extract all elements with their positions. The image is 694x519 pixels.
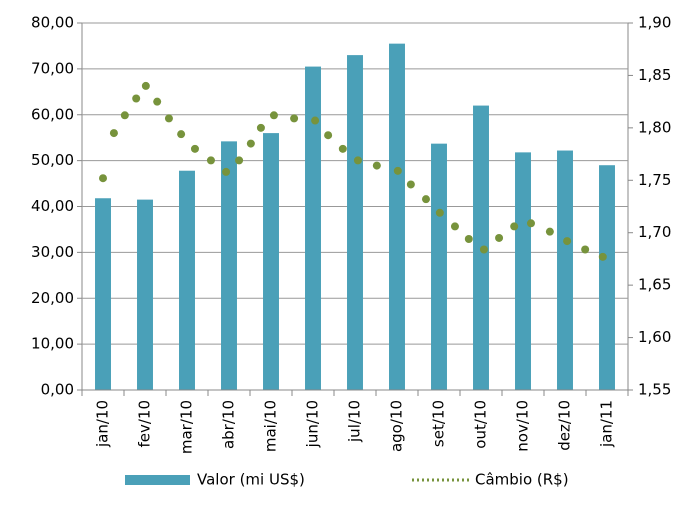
line-point [526, 219, 535, 228]
line-point [372, 161, 381, 170]
x-tick-label: set/10 [430, 400, 448, 447]
bar [389, 43, 405, 391]
y2-tick-label: 1,85 [638, 66, 671, 84]
x-tick-label: fev/10 [136, 400, 154, 448]
line-point [450, 222, 459, 231]
line-point [338, 144, 347, 153]
line-point [598, 252, 607, 261]
bar [179, 170, 195, 390]
legend-label: Valor (mi US$) [197, 471, 305, 489]
y2-tick-label: 1,65 [638, 276, 671, 294]
y2-tick-label: 1,60 [638, 328, 671, 346]
line-point [406, 180, 415, 189]
line-point [246, 139, 255, 148]
line-point [353, 156, 362, 165]
y-tick-label: 40,00 [31, 197, 74, 215]
bar [221, 141, 237, 390]
line-point [510, 222, 519, 231]
line-point [269, 111, 278, 120]
y-tick-label: 20,00 [31, 289, 74, 307]
y-tick-label: 30,00 [31, 243, 74, 261]
x-tick-label: jun/10 [304, 400, 322, 448]
y2-tick-label: 1,75 [638, 171, 671, 189]
line-point [324, 131, 333, 140]
bar [431, 143, 447, 390]
bar [263, 133, 279, 390]
line-point [435, 208, 444, 217]
line-point [153, 97, 162, 106]
line-point [222, 167, 231, 176]
y2-tick-label: 1,90 [638, 14, 671, 32]
bar [599, 165, 615, 390]
line-point [311, 116, 320, 125]
line-point [256, 123, 265, 132]
line-point [290, 114, 299, 123]
y2-tick-label: 1,70 [638, 223, 671, 241]
y-tick-label: 70,00 [31, 59, 74, 77]
y-tick-label: 50,00 [31, 151, 74, 169]
line-point [190, 144, 199, 153]
line-point [141, 81, 150, 90]
bar [347, 55, 363, 391]
bar [557, 150, 573, 390]
x-tick-label: mai/10 [262, 400, 280, 452]
x-tick-label: dez/10 [556, 400, 574, 451]
bar [515, 152, 531, 390]
y-tick-label: 10,00 [31, 335, 74, 353]
line-point [132, 94, 141, 103]
line-point [581, 245, 590, 254]
line-point [235, 156, 244, 165]
line-point [120, 111, 129, 120]
bar [305, 66, 321, 391]
bar [137, 199, 153, 390]
legend-label: Câmbio (R$) [475, 471, 569, 489]
x-tick-label: out/10 [472, 400, 490, 449]
x-tick-label: abr/10 [220, 400, 238, 449]
x-tick-label: ago/10 [388, 400, 406, 452]
line-point [99, 174, 107, 183]
x-tick-label: jan/10 [94, 400, 112, 448]
x-tick-label: jan/11 [598, 400, 616, 448]
line-point [393, 166, 402, 175]
line-point [109, 129, 118, 138]
line-point [421, 195, 430, 204]
line-point [464, 235, 473, 244]
line-point [479, 245, 488, 254]
y-tick-label: 0,00 [41, 381, 74, 399]
legend-swatch [125, 475, 190, 485]
line-point [164, 114, 173, 123]
x-tick-label: mar/10 [178, 400, 196, 454]
line-point [177, 130, 186, 139]
line-point [495, 233, 504, 242]
line-point [563, 237, 572, 246]
y2-tick-label: 1,55 [638, 381, 671, 399]
y-tick-label: 60,00 [31, 105, 74, 123]
x-tick-label: nov/10 [514, 400, 532, 452]
line-point [206, 156, 215, 165]
bar [95, 198, 111, 390]
x-tick-label: jul/10 [346, 400, 364, 443]
y-tick-label: 80,00 [31, 14, 74, 32]
y2-tick-label: 1,80 [638, 118, 671, 136]
line-point [545, 227, 554, 236]
